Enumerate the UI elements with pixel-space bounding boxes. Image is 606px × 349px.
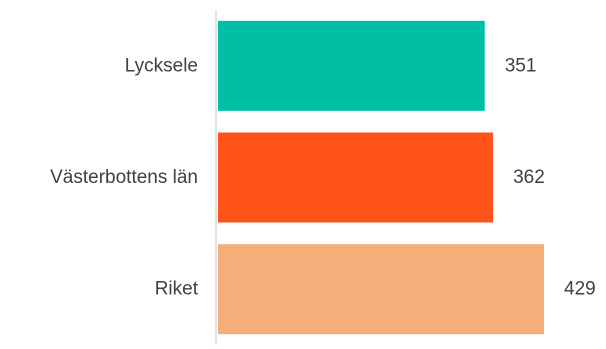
bar-v-sterbottens-l-n (218, 132, 494, 223)
category-label-v-sterbottens-l-n: Västerbottens län (50, 167, 198, 188)
value-label-lycksele: 351 (505, 55, 537, 76)
value-labels-group: 351 362 429 (505, 55, 596, 299)
category-label-riket: Riket (155, 279, 199, 300)
bar-riket (218, 244, 544, 335)
value-label-v-sterbottens-l-n: 362 (513, 167, 545, 188)
category-label-lycksele: Lycksele (125, 55, 198, 76)
bar-lycksele (218, 20, 485, 111)
category-labels-group: Lycksele Västerbottens län Riket (50, 55, 199, 299)
value-label-riket: 429 (564, 279, 596, 300)
bars-group (218, 20, 544, 335)
